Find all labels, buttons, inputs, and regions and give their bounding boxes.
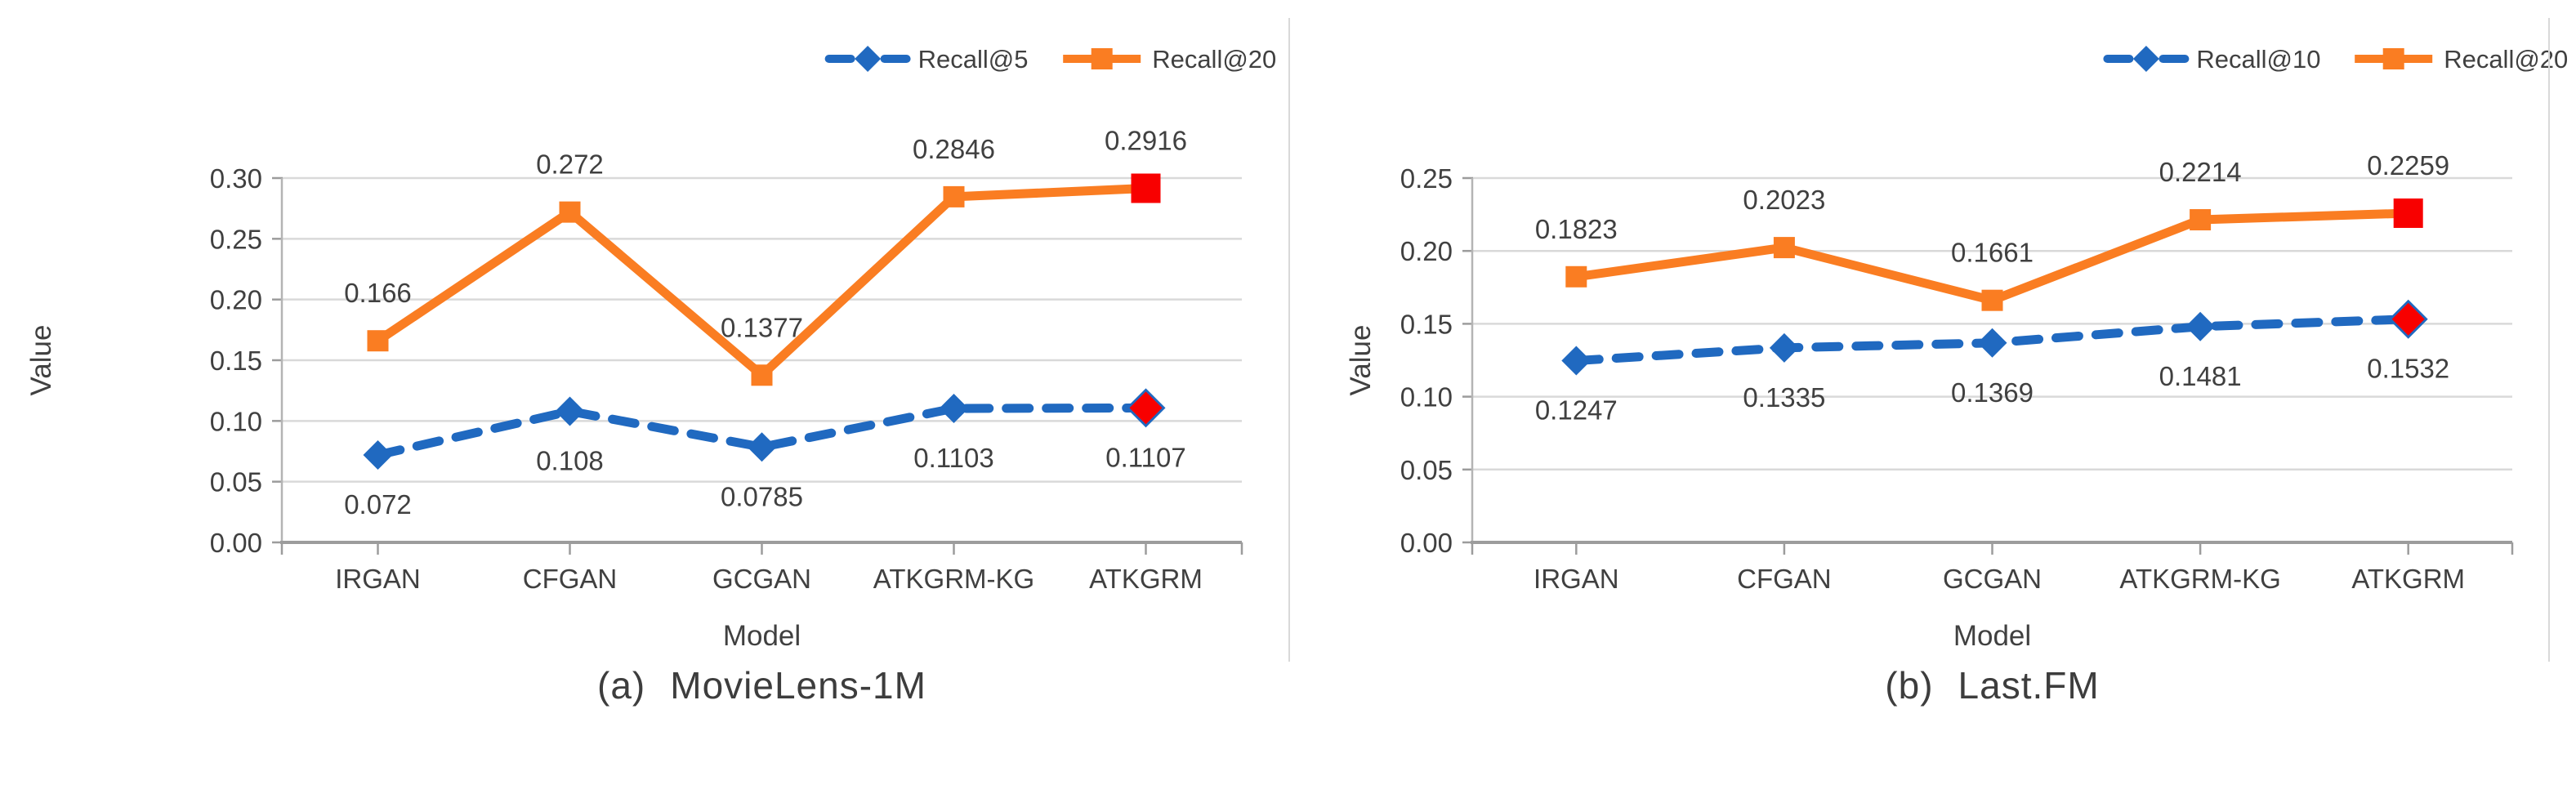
data-label: 0.166 — [344, 278, 412, 308]
y-axis-title: Value — [25, 325, 57, 396]
data-point-marker — [2190, 209, 2212, 231]
data-point-marker — [555, 396, 585, 426]
legend-item-recall@10 — [2103, 46, 2190, 72]
series-line-recall@5 — [373, 403, 1150, 460]
series-line-recall@20 — [373, 183, 1150, 380]
data-label: 0.2916 — [1105, 125, 1187, 155]
x-tick-label: ATKGRM — [1089, 564, 1203, 594]
data-label: 0.1823 — [1535, 214, 1618, 244]
data-point-marker — [1981, 289, 2003, 311]
legend-label: Recall@5 — [918, 45, 1029, 74]
legend-item-recall@20 — [2355, 48, 2433, 69]
data-label: 0.2846 — [913, 134, 995, 164]
y-tick-label: 0.00 — [210, 528, 262, 558]
data-point-marker — [1769, 332, 1799, 363]
caption-a-prefix: (a) — [597, 664, 646, 707]
legend-marker-diamond — [2132, 46, 2159, 72]
data-point-marker — [747, 432, 777, 462]
legend-label: Recall@20 — [2444, 45, 2568, 74]
x-tick-label: CFGAN — [1737, 564, 1832, 594]
data-label: 0.272 — [536, 149, 604, 180]
data-point-marker — [2185, 311, 2216, 341]
data-point-marker — [1773, 237, 1795, 259]
data-label: 0.072 — [344, 489, 412, 520]
caption-a-title: MovieLens-1M — [670, 664, 926, 707]
legend-item-recall@20 — [1063, 48, 1141, 69]
data-point-marker — [367, 330, 389, 352]
highlighted-data-point-marker — [1129, 391, 1163, 425]
figure-right-border — [2548, 18, 2550, 662]
highlighted-data-point-marker — [1131, 173, 1161, 203]
y-tick-label: 0.05 — [210, 467, 262, 497]
data-label: 0.108 — [536, 445, 604, 475]
data-label: 0.1369 — [1951, 377, 2034, 408]
legend-marker-square — [1091, 48, 1113, 69]
data-label: 0.1532 — [2367, 354, 2449, 384]
y-tick-label: 0.00 — [1400, 528, 1453, 558]
legend-label: Recall@20 — [1152, 45, 1276, 74]
data-point-marker — [751, 364, 773, 386]
y-axis-title: Value — [1345, 325, 1377, 396]
data-label: 0.2023 — [1743, 185, 1825, 215]
highlighted-data-point-marker — [2391, 302, 2425, 336]
y-tick-label: 0.15 — [1400, 309, 1453, 339]
data-point-marker — [1561, 346, 1592, 376]
lastfm-line-chart: 0.00 0.05 0.10 0.15 0.20 0.25 IRGAN CFGAN GCGAN A… — [1288, 0, 2576, 666]
data-label: 0.1247 — [1535, 395, 1618, 426]
x-tick-label: ATKGRM-KG — [2119, 564, 2280, 594]
movielens-line-chart: 0.00 0.05 0.10 0.15 0.20 0.25 0.30 IRGAN CFGAN GC… — [0, 0, 1288, 666]
caption-b-prefix: (b) — [1885, 664, 1934, 707]
x-axis-title: Model — [723, 620, 801, 652]
panel-movielens: 0.00 0.05 0.10 0.15 0.20 0.25 0.30 IRGAN CFGAN GC… — [0, 0, 1288, 707]
caption-b-title: Last.FM — [1958, 664, 2100, 707]
data-point-marker — [1977, 328, 2007, 358]
data-label: 0.2214 — [2159, 157, 2242, 187]
chart-svg: 0.00 0.05 0.10 0.15 0.20 0.25 0.30 IRGAN CFGAN GC… — [25, 45, 1276, 652]
data-label: 0.1103 — [913, 443, 993, 473]
y-tick-label: 0.25 — [210, 224, 262, 254]
x-tick-label: ATKGRM — [2351, 564, 2465, 594]
data-label: 0.1107 — [1105, 442, 1185, 472]
x-tick-label: GCGAN — [712, 564, 811, 594]
x-tick-label: CFGAN — [523, 564, 618, 594]
y-tick-label: 0.20 — [1400, 236, 1453, 266]
highlighted-data-point-marker — [2393, 198, 2423, 228]
data-point-marker — [939, 394, 969, 424]
data-label: 0.1661 — [1951, 238, 2034, 268]
y-tick-label: 0.30 — [210, 163, 262, 194]
x-tick-label: IRGAN — [1534, 564, 1619, 594]
y-tick-label: 0.15 — [210, 346, 262, 376]
data-label: 0.1335 — [1743, 382, 1825, 413]
y-tick-label: 0.20 — [210, 285, 262, 315]
legend-label: Recall@10 — [2196, 45, 2320, 74]
caption-a: (a) MovieLens-1M — [282, 663, 1242, 707]
legend-item-recall@5 — [824, 46, 911, 72]
caption-b: (b) Last.FM — [1472, 663, 2512, 707]
y-tick-label: 0.10 — [1400, 382, 1453, 413]
panel-lastfm: 0.00 0.05 0.10 0.15 0.20 0.25 IRGAN CFGAN GCGAN A… — [1288, 0, 2576, 785]
x-axis-title: Model — [1953, 620, 2031, 652]
y-tick-label: 0.05 — [1400, 455, 1453, 485]
legend-marker-diamond — [855, 46, 882, 72]
x-tick-label: IRGAN — [335, 564, 421, 594]
y-tick-label: 0.10 — [210, 406, 262, 436]
data-label: 0.1481 — [2159, 361, 2242, 391]
x-tick-label: ATKGRM-KG — [873, 564, 1034, 594]
panel-divider — [1288, 18, 1290, 662]
data-point-marker — [559, 201, 581, 223]
data-point-marker — [363, 439, 393, 470]
data-point-marker — [1565, 265, 1587, 288]
data-label: 0.0785 — [721, 481, 803, 511]
data-label: 0.2259 — [2367, 150, 2449, 181]
legend-marker-square — [2382, 48, 2404, 69]
data-label: 0.1377 — [721, 312, 803, 342]
x-tick-label: GCGAN — [1943, 564, 2042, 594]
chart-svg: 0.00 0.05 0.10 0.15 0.20 0.25 IRGAN CFGAN GCGAN A… — [1345, 45, 2568, 652]
data-point-marker — [943, 185, 965, 207]
y-tick-label: 0.25 — [1400, 163, 1453, 194]
